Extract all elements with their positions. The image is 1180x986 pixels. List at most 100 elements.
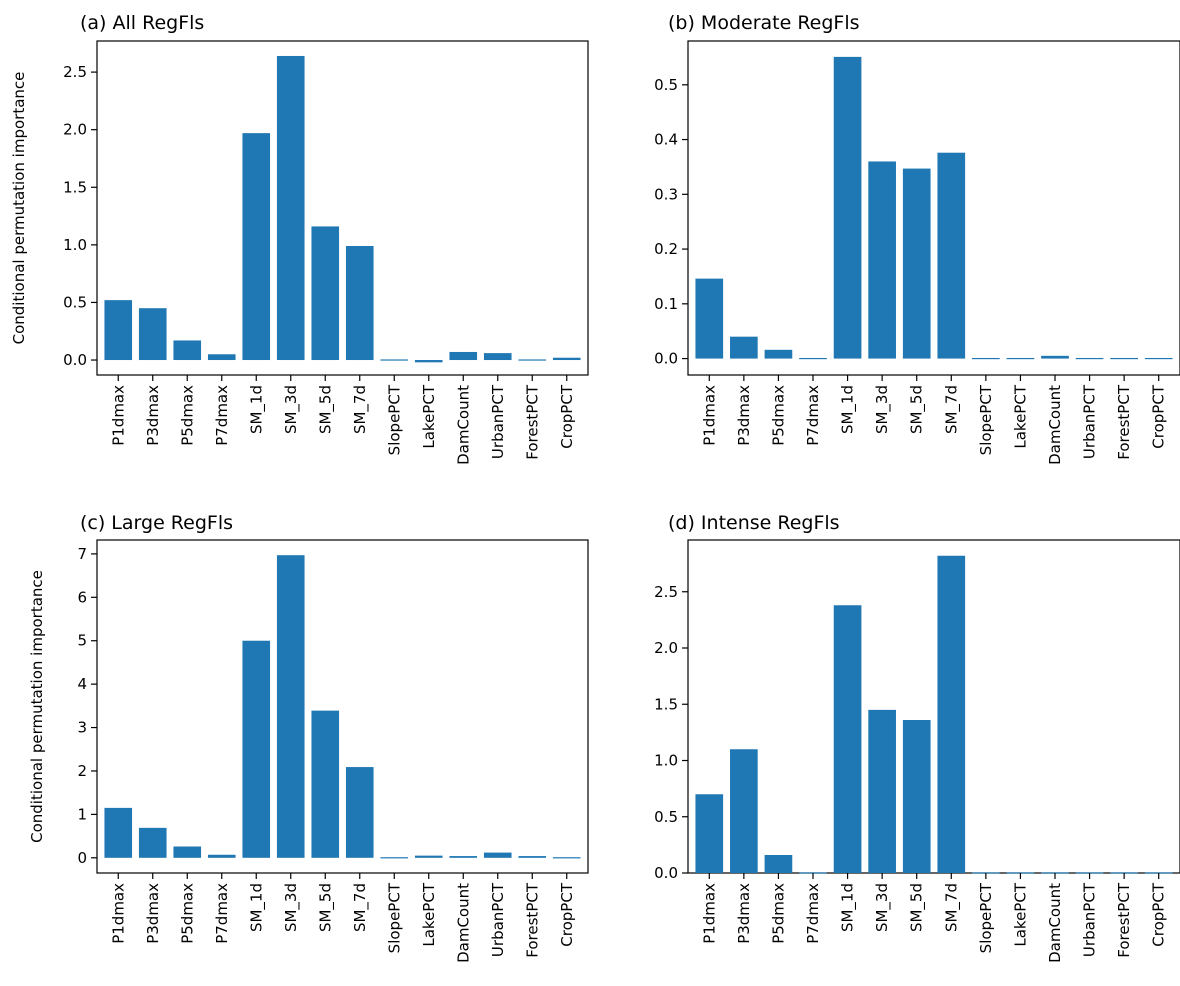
bar-sm-5d	[902, 168, 931, 359]
plot-frame	[687, 40, 1180, 376]
bar-sm-7d	[345, 767, 374, 858]
bar-slopepct	[380, 359, 409, 361]
y-tick-label: 0.0	[654, 350, 678, 368]
bar-p7dmax	[207, 354, 236, 361]
x-tick-label: LakePCT	[420, 882, 438, 946]
y-tick-label: 0.2	[654, 240, 678, 258]
x-tick-label: SM_1d	[247, 385, 266, 434]
x-tick-label: DamCount	[1046, 385, 1064, 465]
bar-croppct	[1144, 357, 1173, 360]
bar-slopepct	[972, 357, 1000, 360]
bar-forestpct	[518, 359, 547, 361]
x-tick-label: SM_1d	[839, 385, 858, 434]
bar-p1dmax	[104, 300, 133, 361]
bar-sm-5d	[311, 226, 340, 361]
bar-sm-5d	[902, 720, 931, 873]
y-tick-label: 1.0	[63, 236, 87, 254]
bar-sm-1d	[833, 56, 862, 359]
x-tick-label: DamCount	[454, 385, 472, 465]
x-tick-label: CropPCT	[558, 882, 576, 947]
bar-p5dmax	[764, 349, 793, 359]
bar-sm-7d	[937, 555, 966, 873]
y-tick-label: 0.5	[63, 293, 87, 311]
x-tick-label: P5dmax	[769, 883, 787, 944]
x-tick-label: UrbanPCT	[489, 384, 507, 459]
y-tick-label: 1.5	[63, 178, 87, 196]
bar-forestpct	[518, 856, 547, 858]
bar-p3dmax	[730, 749, 758, 873]
bar-damcount	[449, 351, 478, 361]
x-tick-label: ForestPCT	[523, 882, 541, 958]
panel-title: (d) Intense RegFls	[668, 512, 840, 534]
y-tick-label: 2	[77, 762, 87, 780]
y-tick-label: 2.5	[63, 63, 87, 81]
bar-p1dmax	[104, 807, 133, 858]
y-tick-label: 2.0	[654, 639, 678, 657]
y-tick-label: 2.0	[63, 121, 87, 139]
x-tick-label: UrbanPCT	[1081, 882, 1099, 957]
y-tick-label: 0.3	[654, 185, 678, 203]
bar-sm-1d	[242, 640, 271, 858]
y-tick-label: 0.4	[654, 131, 678, 149]
bar-sm-3d	[276, 55, 305, 361]
x-tick-label: SM_3d	[282, 883, 301, 932]
bar-p3dmax	[138, 827, 167, 858]
bar-p1dmax	[695, 794, 724, 873]
x-tick-label: P1dmax	[700, 385, 718, 446]
panel-c: (c) Large RegFls Conditional permutation…	[28, 512, 589, 963]
bar-croppct	[552, 357, 581, 361]
bar-sm-7d	[937, 152, 966, 359]
bar-sm-3d	[868, 709, 896, 873]
bar-sm-5d	[311, 710, 340, 858]
x-tick-label: SM_3d	[282, 385, 301, 434]
y-tick-label: 1.0	[654, 752, 678, 770]
bar-p7dmax	[207, 854, 236, 858]
bar-sm-3d	[868, 161, 896, 359]
x-tick-label: P7dmax	[804, 883, 822, 944]
bar-p1dmax	[695, 278, 724, 359]
y-tick-label: 1.5	[654, 695, 678, 713]
x-tick-label: DamCount	[454, 883, 472, 963]
x-tick-label: P3dmax	[144, 385, 162, 446]
x-tick-label: UrbanPCT	[1081, 384, 1099, 459]
x-tick-label: SM_5d	[908, 385, 927, 434]
bar-p5dmax	[173, 846, 202, 858]
bar-urbanpct	[483, 353, 512, 361]
panel-a: (a) All RegFls Conditional permutation i…	[10, 12, 589, 465]
x-tick-label: P5dmax	[769, 385, 787, 446]
panel-title: (b) Moderate RegFls	[668, 12, 860, 34]
x-tick-label: CropPCT	[558, 384, 576, 449]
x-tick-label: LakePCT	[1011, 882, 1029, 946]
bar-urbanpct	[1075, 357, 1104, 360]
y-tick-label: 7	[77, 545, 87, 563]
y-tick-label: 3	[77, 719, 87, 737]
y-tick-label: 0.5	[654, 808, 678, 826]
y-tick-label: 5	[77, 632, 87, 650]
bar-p5dmax	[173, 340, 202, 361]
panel-b: (b) Moderate RegFls P1dmax P3dmax P5dmax P7…	[654, 12, 1180, 465]
x-tick-label: SlopePCT	[385, 384, 403, 455]
panel-title: (c) Large RegFls	[80, 512, 233, 534]
x-tick-label: P7dmax	[804, 385, 822, 446]
x-tick-label: P1dmax	[109, 883, 127, 944]
bar-damcount	[1041, 355, 1069, 359]
y-axis-label: Conditional permutation importance	[28, 570, 46, 843]
y-axis-label: Conditional permutation importance	[10, 72, 28, 345]
y-tick-label: 0.1	[654, 295, 678, 313]
x-tick-label: P7dmax	[213, 385, 231, 446]
y-tick-label: 0	[77, 849, 87, 867]
bar-sm-7d	[345, 246, 374, 361]
x-tick-label: P1dmax	[700, 883, 718, 944]
y-tick-label: 4	[77, 675, 87, 693]
bar-p7dmax	[799, 357, 827, 360]
x-tick-label: P1dmax	[109, 385, 127, 446]
x-tick-label: LakePCT	[1011, 384, 1029, 448]
x-tick-label: P3dmax	[144, 883, 162, 944]
y-tick-label: 6	[77, 588, 87, 606]
y-tick-label: 1	[77, 805, 87, 823]
panel-title: (a) All RegFls	[80, 12, 204, 34]
bar-lakepct	[414, 360, 443, 363]
x-tick-label: SM_7d	[942, 883, 961, 932]
x-tick-label: SM_7d	[351, 385, 370, 434]
